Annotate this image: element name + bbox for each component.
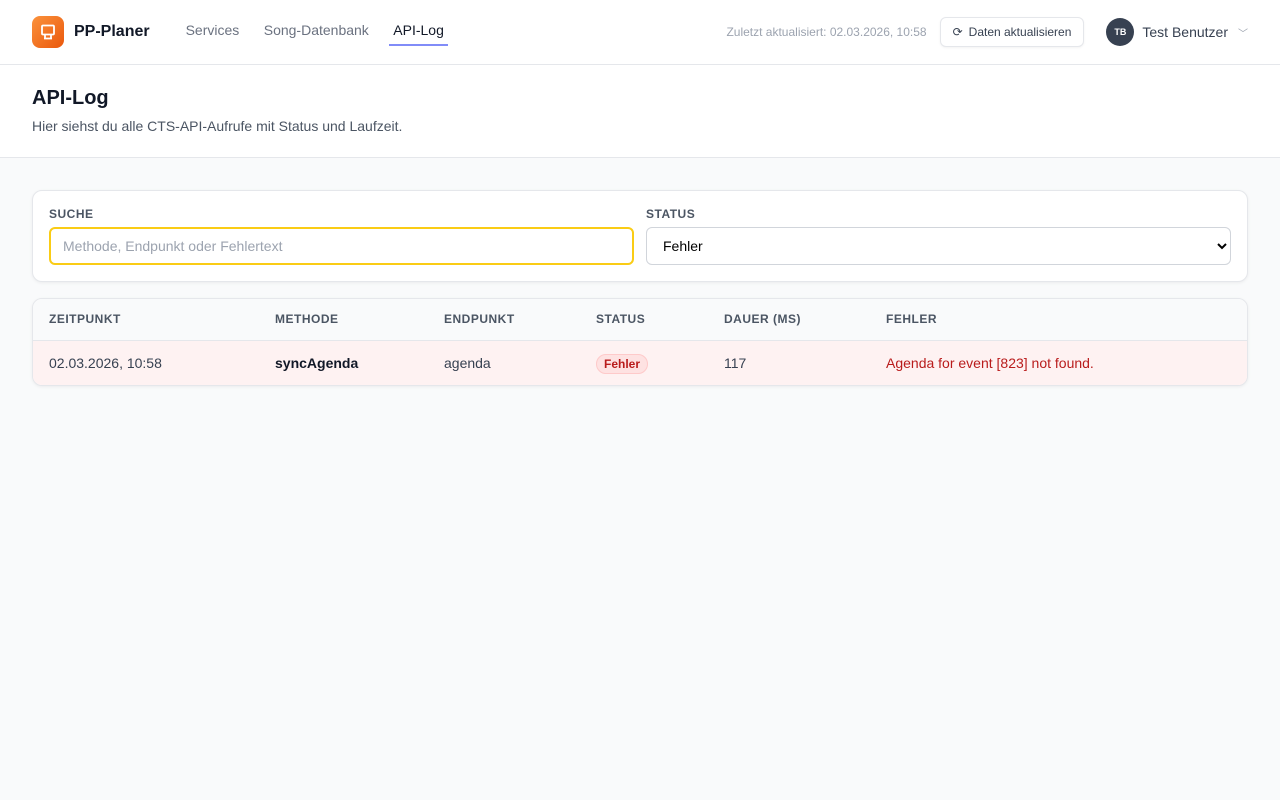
nav-api-log[interactable]: API-Log	[389, 18, 448, 46]
nav-song-datenbank[interactable]: Song-Datenbank	[263, 22, 369, 38]
cell-status: Fehler	[580, 340, 708, 385]
cell-endpoint: agenda	[428, 340, 580, 385]
page-title: API-Log	[32, 87, 109, 109]
top-bar: PP-Planer Services Song-Datenbank API-Lo…	[0, 0, 1280, 65]
filter-panel: SUCHE STATUS Fehler	[32, 190, 1248, 282]
avatar[interactable]: TB	[1106, 18, 1135, 46]
app-logo-icon[interactable]	[32, 16, 64, 48]
chevron-down-icon[interactable]: ﹀	[1238, 28, 1248, 40]
nav-services[interactable]: Services	[185, 22, 240, 38]
refresh-label: Daten aktualisieren	[968, 25, 1072, 39]
col-zeitpunkt: ZEITPUNKT	[33, 299, 259, 341]
col-endpunkt: ENDPUNKT	[428, 299, 580, 341]
page-subtitle: Hier siehst du alle CTS-API-Aufrufe mit …	[32, 118, 403, 134]
refresh-data-button[interactable]: ⟳ Daten aktualisieren	[939, 17, 1085, 47]
main-nav: Services Song-Datenbank API-Log	[182, 18, 460, 46]
col-status: STATUS	[580, 299, 708, 341]
cell-time: 02.03.2026, 10:58	[33, 340, 259, 385]
search-label: SUCHE	[49, 207, 94, 221]
user-name[interactable]: Test Benutzer	[1142, 24, 1228, 40]
search-input[interactable]	[49, 227, 634, 265]
api-log-table: ZEITPUNKT METHODE ENDPUNKT STATUS DAUER …	[32, 298, 1248, 386]
last-updated-text: Zuletzt aktualisiert: 02.03.2026, 10:58	[726, 25, 927, 39]
col-dauer: DAUER (MS)	[708, 299, 870, 341]
cell-duration: 117	[708, 340, 870, 385]
cell-error: Agenda for event [823] not found.	[870, 340, 1247, 385]
refresh-icon: ⟳	[952, 25, 963, 39]
brand-name: PP-Planer	[74, 23, 150, 40]
status-select[interactable]: Fehler	[646, 227, 1231, 265]
status-badge: Fehler	[596, 353, 649, 374]
col-methode: METHODE	[259, 299, 428, 341]
status-label: STATUS	[646, 207, 696, 221]
cell-method: syncAgenda	[259, 340, 428, 385]
table-row[interactable]: 02.03.2026, 10:58 syncAgenda agenda Fehl…	[33, 340, 1247, 385]
col-fehler: FEHLER	[870, 299, 1247, 341]
page-header: API-Log Hier siehst du alle CTS-API-Aufr…	[0, 65, 1280, 158]
